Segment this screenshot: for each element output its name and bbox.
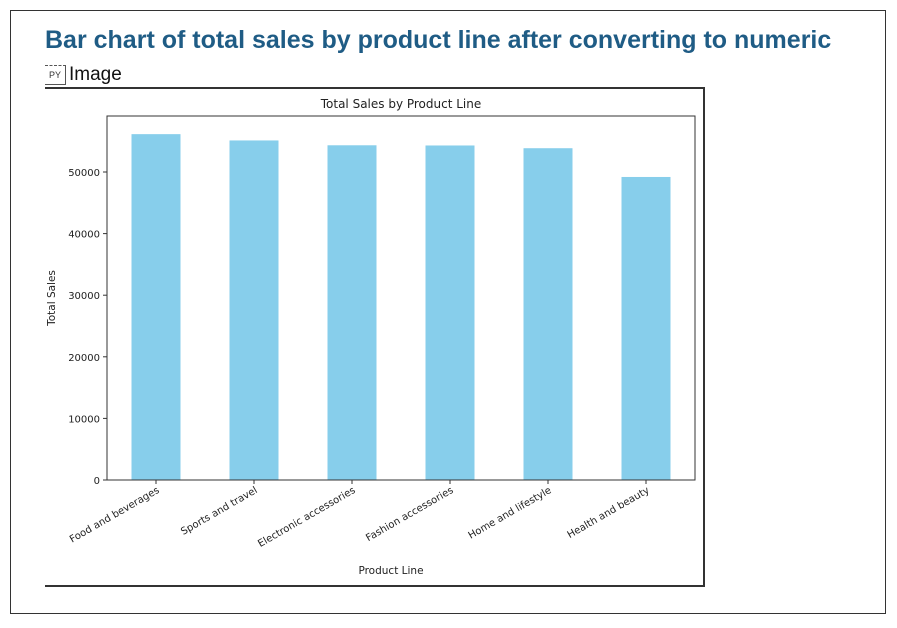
y-axis-label: Total Sales: [46, 270, 58, 327]
bar-2: [327, 145, 377, 480]
page-heading: Bar chart of total sales by product line…: [45, 26, 832, 54]
x-tick-label-3: Fashion accessories: [364, 485, 455, 544]
y-tick-label-4: 40000: [68, 230, 100, 241]
plot-area: [106, 115, 696, 481]
y-tick-label-0: 0: [94, 476, 100, 487]
chart-title: Total Sales by Product Line: [320, 97, 482, 111]
bar-4: [523, 148, 573, 480]
x-tick-label-0: Food and beverages: [68, 485, 162, 545]
bar-1: [229, 140, 279, 481]
y-tick-label-5: 50000: [68, 168, 100, 179]
bar-5: [621, 176, 671, 481]
x-tick-label-5: Health and beauty: [566, 485, 652, 541]
y-tick-label-1: 10000: [68, 414, 100, 425]
x-tick-label-2: Electronic accessories: [256, 485, 357, 550]
bar-3: [425, 145, 475, 481]
bar-0: [131, 134, 181, 481]
x-tick-label-1: Sports and travel: [179, 485, 259, 538]
broken-image-icon: PY: [45, 65, 66, 85]
y-tick-label-2: 20000: [68, 353, 100, 364]
image-label: PY Image: [45, 64, 122, 86]
x-tick-label-4: Home and lifestyle: [467, 485, 554, 541]
document-frame: [10, 10, 886, 614]
x-axis-label: Product Line: [358, 565, 423, 577]
image-label-text: Image: [69, 64, 122, 85]
y-tick-label-3: 30000: [68, 291, 100, 302]
